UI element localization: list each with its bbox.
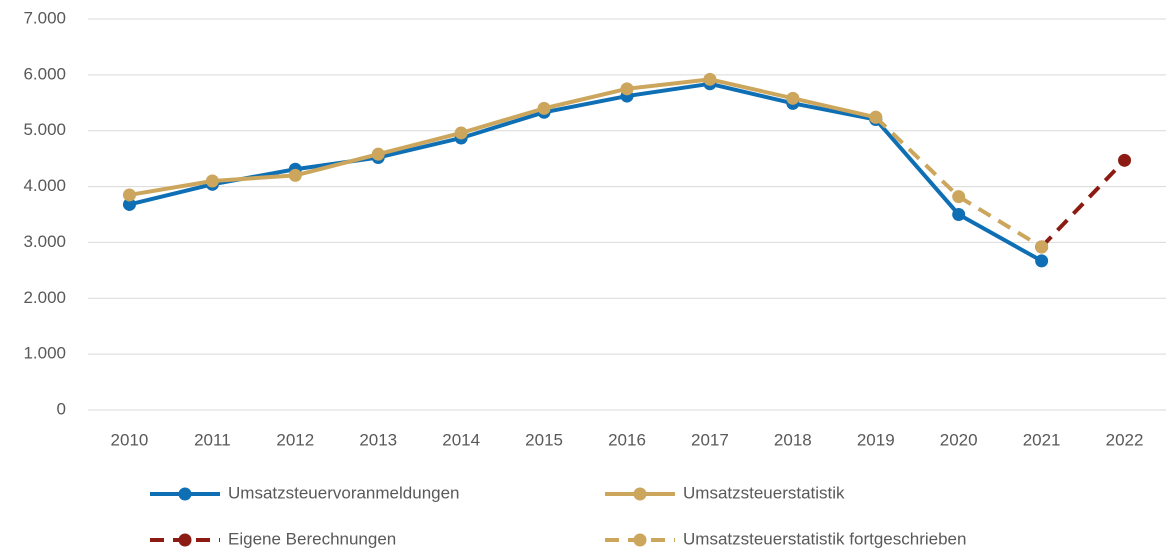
- data-point: [288, 168, 302, 182]
- x-tick-label: 2020: [940, 430, 978, 449]
- data-point: [205, 174, 219, 188]
- data-point: [786, 91, 800, 105]
- legend-label: Umsatzsteuervoranmeldungen: [228, 483, 460, 502]
- series-line: [129, 77, 877, 197]
- y-tick-label: 0: [57, 399, 66, 418]
- x-tick-label: 2019: [857, 430, 895, 449]
- x-tick-label: 2016: [608, 430, 646, 449]
- data-point: [703, 72, 717, 86]
- legend-label: Umsatzsteuerstatistik: [683, 483, 845, 502]
- legend-marker: [633, 533, 647, 547]
- x-tick-label: 2014: [442, 430, 480, 449]
- data-point: [869, 110, 883, 124]
- x-tick-label: 2018: [774, 430, 812, 449]
- series-line: [874, 115, 1043, 249]
- data-point: [1118, 153, 1132, 167]
- data-point: [1035, 240, 1049, 254]
- y-tick-label: 1.000: [23, 344, 66, 363]
- legend-marker: [178, 533, 192, 547]
- data-point: [952, 190, 966, 204]
- x-tick-label: 2021: [1023, 430, 1061, 449]
- y-tick-label: 2.000: [23, 288, 66, 307]
- x-tick-label: 2013: [359, 430, 397, 449]
- y-tick-label: 5.000: [23, 120, 66, 139]
- legend-marker: [178, 487, 192, 501]
- y-tick-label: 6.000: [23, 64, 66, 83]
- x-tick-label: 2010: [111, 430, 149, 449]
- y-tick-label: 3.000: [23, 232, 66, 251]
- data-point: [454, 126, 468, 140]
- series-line: [128, 81, 1043, 263]
- x-tick-label: 2012: [276, 430, 314, 449]
- x-tick-label: 2011: [194, 430, 231, 449]
- y-tick-label: 4.000: [23, 176, 66, 195]
- data-point: [952, 208, 966, 221]
- data-point: [537, 101, 551, 115]
- y-tick-label: 7.000: [23, 8, 66, 27]
- data-point: [122, 197, 136, 211]
- data-point: [1035, 254, 1049, 268]
- legend-label: Eigene Berechnungen: [228, 529, 396, 548]
- data-point: [122, 188, 136, 202]
- legend-label: Umsatzsteuerstatistik fortgeschrieben: [683, 529, 966, 548]
- legend-marker: [633, 487, 647, 501]
- x-tick-label: 2015: [525, 430, 563, 449]
- data-point: [371, 147, 385, 161]
- series-line: [1040, 158, 1126, 249]
- x-tick-label: 2017: [691, 430, 729, 449]
- data-point: [620, 82, 634, 96]
- x-tick-label: 2022: [1106, 430, 1144, 449]
